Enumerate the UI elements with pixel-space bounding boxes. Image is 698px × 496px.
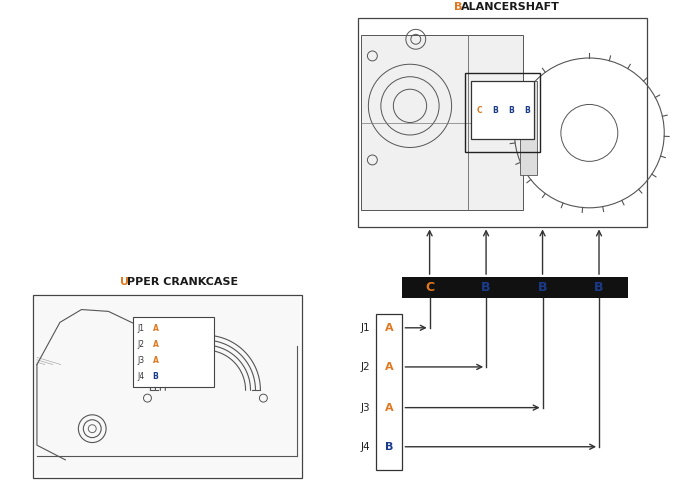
Text: U: U <box>120 277 129 287</box>
Bar <box>376 313 403 470</box>
Text: B: B <box>537 281 547 294</box>
Bar <box>470 81 535 139</box>
Text: A: A <box>385 362 394 372</box>
Text: B: B <box>482 281 491 294</box>
Bar <box>520 81 537 175</box>
Text: J1: J1 <box>138 323 144 332</box>
Text: B: B <box>454 1 462 11</box>
Text: A: A <box>152 340 158 349</box>
Bar <box>33 295 302 478</box>
Text: B: B <box>385 442 394 452</box>
Text: PPER CRANKCASE: PPER CRANKCASE <box>127 277 238 287</box>
Text: A: A <box>385 403 394 413</box>
Text: C: C <box>425 281 434 294</box>
Bar <box>358 18 647 227</box>
Text: J4: J4 <box>361 442 371 452</box>
Text: ALANCERSHAFT: ALANCERSHAFT <box>461 1 560 11</box>
Bar <box>465 72 540 152</box>
Text: J2: J2 <box>361 362 371 372</box>
Text: B: B <box>152 372 158 380</box>
Text: A: A <box>385 323 394 333</box>
Text: B: B <box>508 106 514 115</box>
Text: J4: J4 <box>138 372 144 380</box>
Text: A: A <box>152 356 158 365</box>
Bar <box>403 277 628 298</box>
Text: B: B <box>524 106 530 115</box>
Text: B: B <box>594 281 604 294</box>
Text: A: A <box>152 323 158 332</box>
Bar <box>133 317 214 386</box>
Text: J1: J1 <box>361 323 371 333</box>
Text: C: C <box>476 106 482 115</box>
Bar <box>361 35 523 210</box>
Bar <box>35 297 300 476</box>
Text: J3: J3 <box>138 356 144 365</box>
Text: J3: J3 <box>361 403 371 413</box>
Text: J2: J2 <box>138 340 144 349</box>
Text: B: B <box>492 106 498 115</box>
